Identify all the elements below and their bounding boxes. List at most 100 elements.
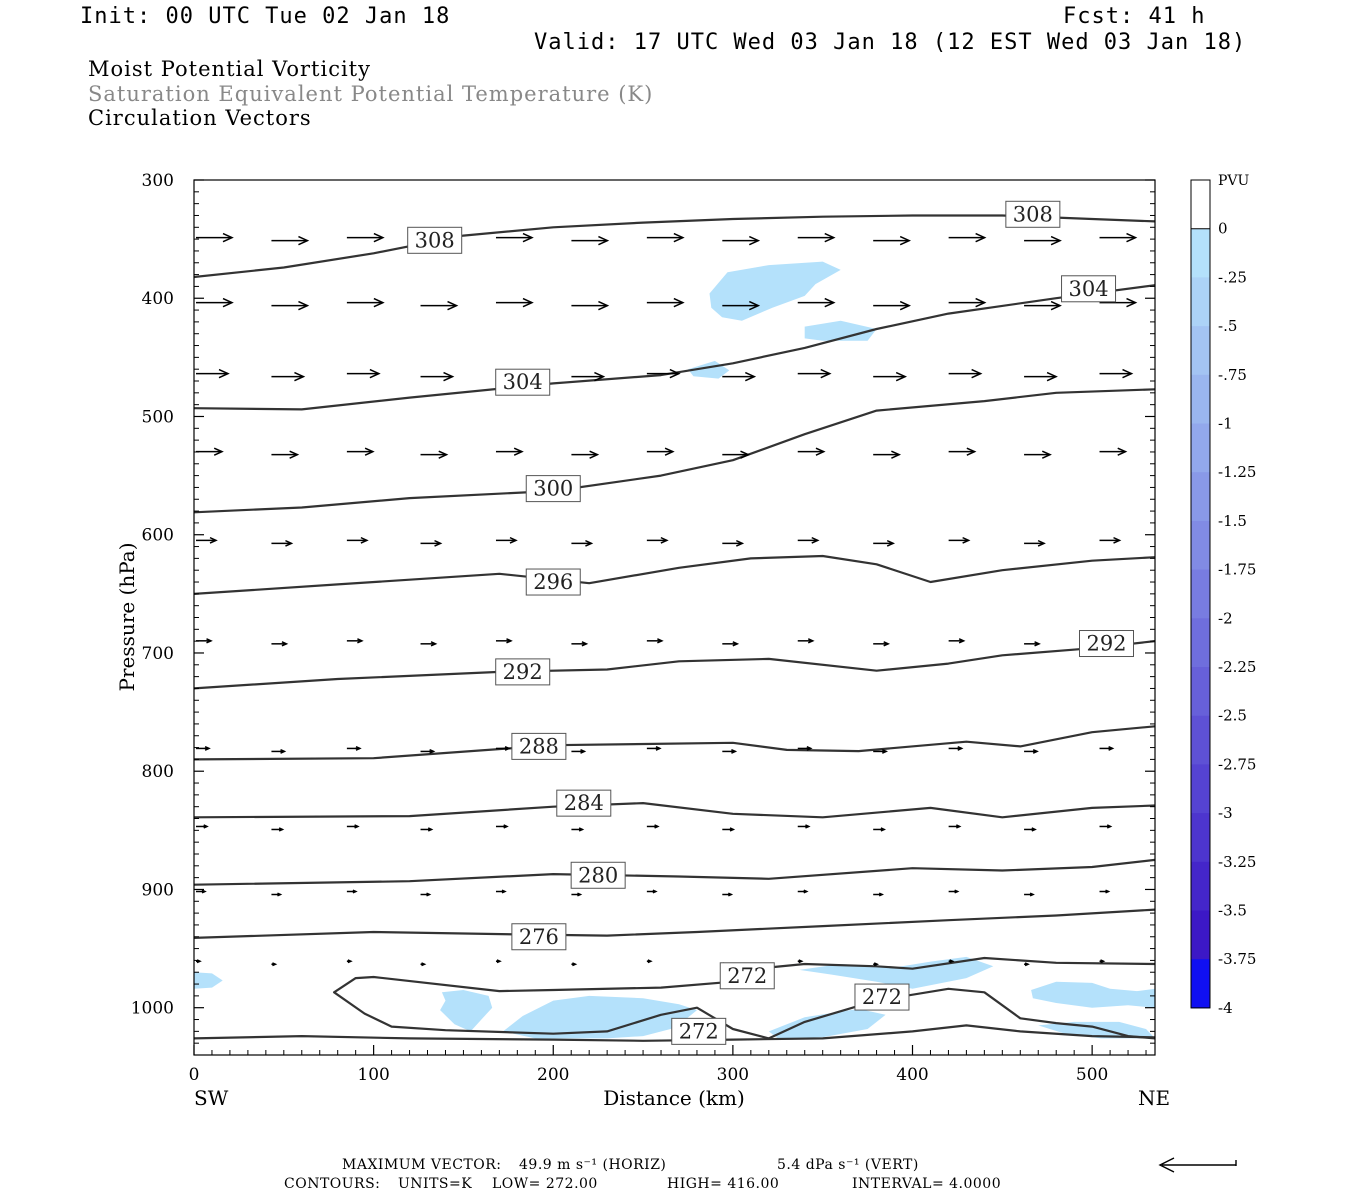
circulation-vector-93 [346, 824, 360, 829]
reference-vector-arrow [1158, 1157, 1237, 1173]
svg-text:292: 292 [503, 660, 543, 684]
circulation-vector-10 [948, 232, 987, 243]
circulation-vector-114 [948, 889, 960, 894]
circulation-vector-31 [571, 371, 606, 382]
circulation-vector-50 [1024, 450, 1052, 459]
max-vector-vert: 5.4 dPa s⁻¹ (VERT) [777, 1157, 919, 1173]
y-tick-label-5: 800 [142, 762, 174, 782]
svg-text:296: 296 [533, 570, 573, 594]
circulation-vector-13 [196, 297, 234, 308]
colorbar-label-16: -4 [1218, 999, 1233, 1017]
circulation-vector-23 [948, 297, 987, 308]
colorbar-label-12: -3 [1218, 804, 1233, 822]
valid-time: Valid: 17 UTC Wed 03 Jan 18 (12 EST Wed … [534, 30, 1247, 55]
colorbar-swatch-3 [1191, 326, 1210, 376]
circulation-vector-66 [271, 641, 289, 647]
circulation-vector-71 [646, 638, 664, 644]
circulation-vector-42 [420, 450, 449, 459]
circulation-vector-21 [797, 297, 836, 308]
circulation-vector-46 [722, 450, 751, 459]
circulation-vector-101 [948, 824, 962, 829]
circulation-vector-14 [271, 300, 310, 311]
x-tick-label-0: 0 [189, 1065, 200, 1085]
max-vector-horiz: 49.9 m s⁻¹ (HORIZ) [519, 1157, 667, 1173]
contour-label-296-5: 296 [525, 568, 581, 596]
circulation-vector-59 [722, 539, 745, 547]
colorbar-swatch-16 [1191, 959, 1210, 1009]
colorbar-swatch-2 [1191, 277, 1210, 327]
circulation-vector-64 [1099, 536, 1122, 544]
circulation-vector-76 [1024, 641, 1041, 647]
colorbar-label-3: -.75 [1218, 366, 1247, 384]
colorbar-swatch-7 [1191, 520, 1210, 571]
colorbar-label-13: -3.25 [1218, 853, 1256, 871]
circulation-vector-41 [346, 447, 375, 456]
circulation-vector-32 [646, 368, 681, 379]
circulation-vector-1 [271, 235, 310, 246]
circulation-vector-126 [873, 962, 880, 967]
circulation-vector-96 [571, 827, 585, 832]
circulation-vector-61 [873, 539, 896, 547]
colorbar-swatch-10 [1191, 667, 1210, 717]
circulation-vector-4 [495, 232, 534, 243]
y-axis-title: Pressure (hPa) [115, 543, 139, 692]
circulation-vector-18 [571, 300, 610, 311]
circulation-vector-47 [797, 447, 826, 456]
svg-text:308: 308 [1013, 202, 1053, 226]
colorbar-swatch-4 [1191, 374, 1210, 424]
contour-label-layer: 308 308 304 304 300 296 292 292 288 284 280 276 272 2… [407, 200, 1135, 1045]
circulation-vector-44 [571, 450, 600, 459]
circulation-vector-22 [873, 300, 912, 311]
colorbar-swatch-5 [1191, 423, 1210, 473]
circulation-vector-73 [797, 638, 815, 644]
contour-label-300-4: 300 [525, 475, 581, 503]
circulation-vector-119 [346, 959, 353, 964]
circulation-vector-91 [196, 824, 209, 829]
colorbar-label-1: -.25 [1218, 268, 1247, 286]
pv-region-1 [440, 990, 493, 1032]
colorbar-label-14: -3.5 [1218, 902, 1247, 920]
colorbar-swatch-11 [1191, 715, 1210, 765]
circulation-vector-106 [346, 889, 358, 894]
circulation-vector-27 [271, 371, 306, 382]
contour-304-1 [194, 284, 1155, 411]
contour-label-276-11: 276 [511, 923, 567, 951]
circulation-vector-48 [873, 450, 902, 459]
circulation-vector-28 [346, 368, 381, 379]
circulation-vector-2 [346, 232, 385, 243]
contours-high: HIGH= 416.00 [667, 1176, 780, 1192]
svg-text:304: 304 [1068, 277, 1108, 301]
contour-288-5 [194, 725, 1155, 761]
colorbar-swatch-1 [1191, 228, 1210, 278]
circulation-vector-17 [495, 297, 534, 308]
init-time: Init: 00 UTC Tue 02 Jan 18 [80, 4, 451, 29]
circulation-vector-40 [271, 450, 300, 459]
circulation-vector-51 [1099, 447, 1128, 456]
circulation-vector-69 [495, 638, 513, 644]
circulation-vector-68 [420, 641, 438, 647]
colorbar-label-0: 0 [1218, 220, 1228, 238]
colorbar-swatch-6 [1191, 472, 1210, 522]
svg-text:284: 284 [564, 791, 604, 815]
circulation-vector-105 [271, 892, 283, 897]
circulation-vector-118 [271, 962, 278, 967]
circulation-vector-67 [346, 638, 364, 644]
circulation-vector-112 [797, 889, 809, 894]
circulation-vector-120 [420, 962, 427, 967]
colorbar-label-15: -3.75 [1218, 950, 1256, 968]
circulation-vector-72 [722, 641, 740, 647]
colorbar-label-4: -1 [1218, 415, 1233, 433]
contour-label-272-12: 272 [719, 962, 775, 990]
svg-text:280: 280 [578, 863, 618, 887]
circulation-vector-108 [495, 889, 507, 894]
y-tick-label-1: 400 [142, 289, 174, 309]
axis-layer: 0 100 200 300 400 500 300 400 500 600 700 800 900 100… [131, 171, 1155, 1085]
field-title-pv: Moist Potential Vorticity [88, 57, 371, 81]
colorbar-swatch-13 [1191, 813, 1210, 863]
circulation-vector-54 [346, 536, 369, 544]
circulation-vector-38 [1099, 368, 1134, 379]
x-tick-label-2: 200 [537, 1065, 569, 1085]
vector-layer [196, 232, 1138, 967]
circulation-vector-16 [420, 300, 459, 311]
pv-region-4 [768, 1008, 886, 1039]
